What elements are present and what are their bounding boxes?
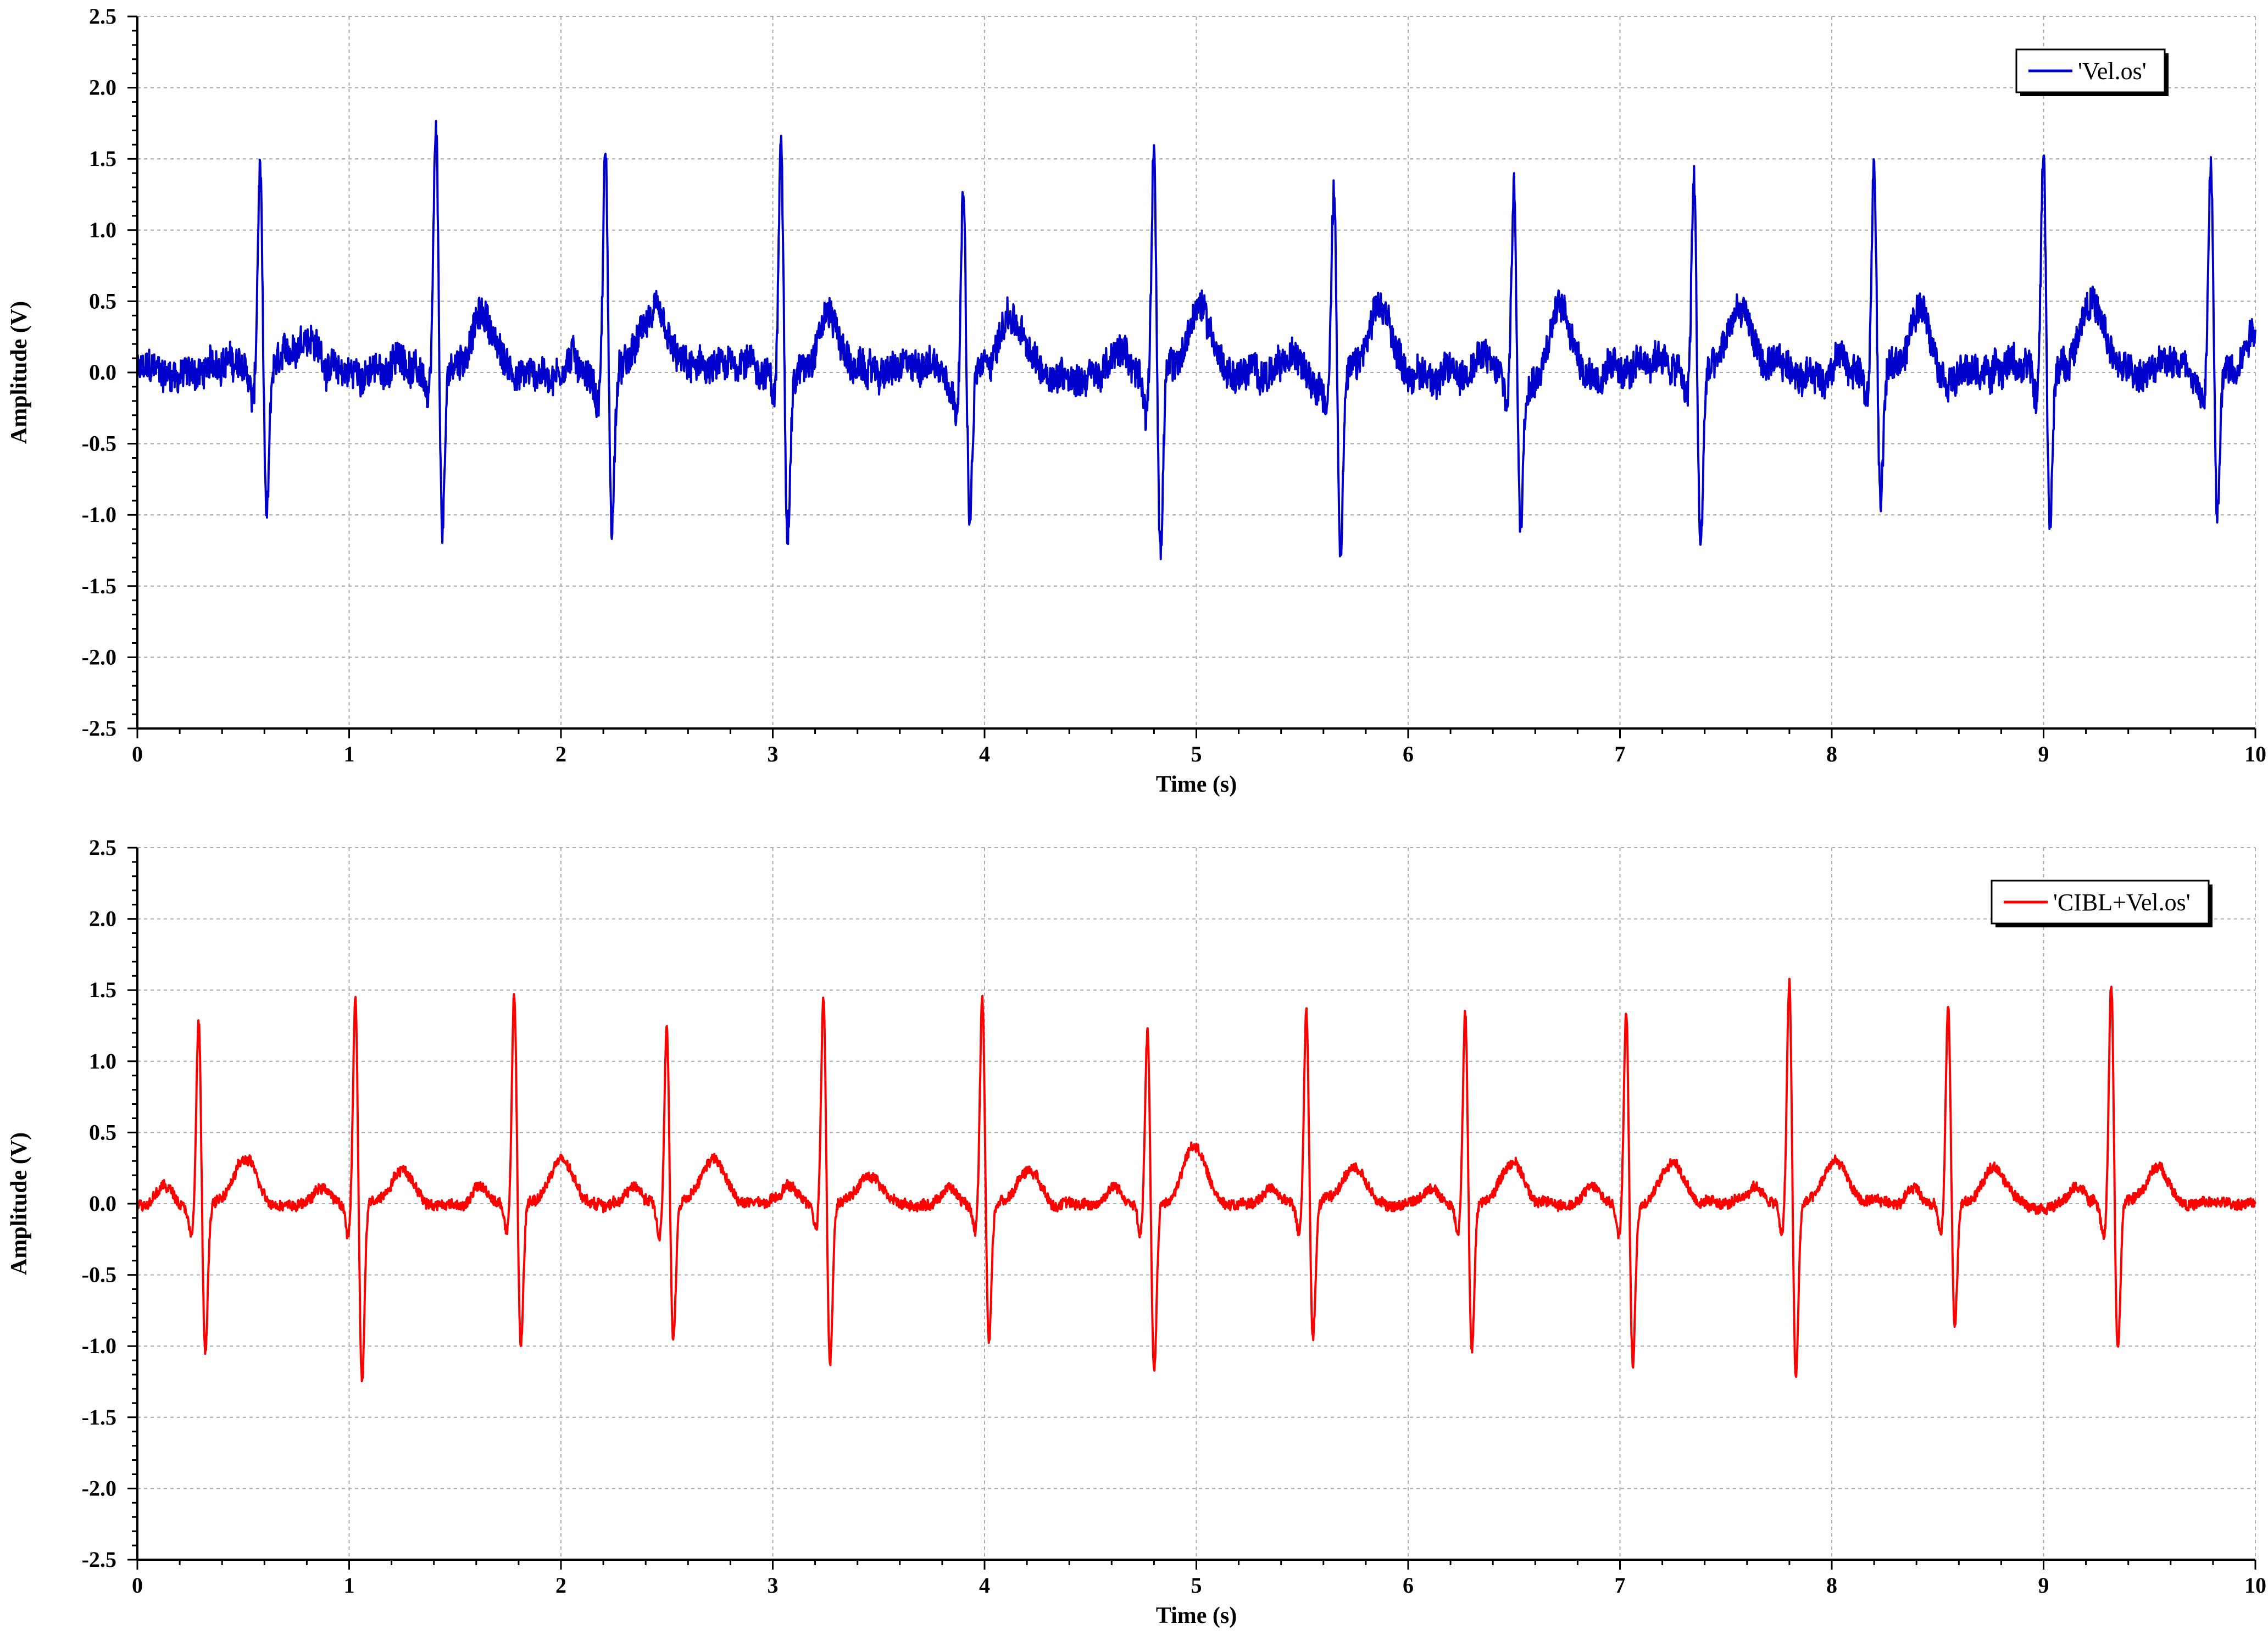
x-tick-label: 10 bbox=[2244, 1573, 2266, 1598]
x-tick-label: 1 bbox=[344, 1573, 355, 1598]
y-tick-label: 0.5 bbox=[89, 288, 116, 313]
y-tick-label: 0.0 bbox=[89, 360, 116, 385]
y-tick-label: -1.5 bbox=[82, 1405, 116, 1429]
x-tick-label: 5 bbox=[1191, 1573, 1202, 1598]
x-tick-label: 10 bbox=[2244, 742, 2266, 766]
x-tick-label: 3 bbox=[768, 1573, 779, 1598]
y-tick-label: 2.0 bbox=[89, 75, 116, 100]
x-tick-label: 4 bbox=[979, 742, 990, 766]
y-axis-label: Amplitude (V) bbox=[7, 1132, 32, 1275]
panel-vel-os: 0 1 2 3 4 5 6 7 8 9 10 2.5 2.0 1.5 1.0 0.5 0.0 -0.5 -1.0 -1… bbox=[7, 4, 2266, 797]
x-tick-label: 7 bbox=[1615, 1573, 1626, 1598]
y-tick-label: 1.5 bbox=[89, 977, 116, 1002]
series-line bbox=[136, 120, 2256, 560]
x-tick-label: 1 bbox=[344, 742, 355, 766]
x-tick-label: 8 bbox=[1826, 1573, 1837, 1598]
y-tick-label: -1.5 bbox=[82, 574, 116, 598]
tick-marks bbox=[127, 15, 2256, 738]
x-tick-label: 8 bbox=[1826, 742, 1837, 766]
x-tick-label: 9 bbox=[2038, 1573, 2049, 1598]
x-tick-label: 6 bbox=[1403, 1573, 1414, 1598]
x-tick-label: 6 bbox=[1403, 742, 1414, 766]
x-tick-label: 0 bbox=[132, 1573, 143, 1598]
y-tick-label: 1.0 bbox=[89, 1049, 116, 1073]
y-tick-label: -1.0 bbox=[82, 502, 116, 527]
y-tick-label: -2.5 bbox=[82, 1547, 116, 1572]
x-axis-label: Time (s) bbox=[1156, 1603, 1237, 1628]
legend: 'Vel.os' bbox=[2015, 48, 2169, 96]
y-tick-label: 1.5 bbox=[89, 146, 116, 171]
panel-cibl-vel-os: 0 1 2 3 4 5 6 7 8 9 10 2.5 2.0 1.5 1.0 0.5 0.0 -0.5 -1.0 -1… bbox=[7, 835, 2266, 1628]
tick-labels: 0 1 2 3 4 5 6 7 8 9 10 2.5 2.0 1.5 1.0 0.5 0.0 -0.5 -1.0 -1… bbox=[82, 4, 2266, 766]
x-tick-label: 0 bbox=[132, 742, 143, 766]
x-axis-label: Time (s) bbox=[1156, 772, 1237, 797]
y-tick-label: -1.0 bbox=[82, 1333, 116, 1358]
series-line bbox=[136, 977, 2256, 1382]
y-tick-label: 0.0 bbox=[89, 1191, 116, 1216]
y-tick-label: 0.5 bbox=[89, 1120, 116, 1144]
x-tick-label: 3 bbox=[768, 742, 779, 766]
signal-trace bbox=[136, 120, 2256, 560]
signal-trace bbox=[136, 977, 2256, 1382]
y-tick-label: -0.5 bbox=[82, 431, 116, 456]
x-tick-label: 9 bbox=[2038, 742, 2049, 766]
tick-marks bbox=[127, 847, 2256, 1570]
legend-label: 'Vel.os' bbox=[2078, 58, 2147, 85]
y-tick-label: -2.0 bbox=[82, 1476, 116, 1500]
y-tick-label: 1.0 bbox=[89, 218, 116, 242]
x-tick-label: 2 bbox=[555, 742, 566, 766]
y-tick-label: -2.0 bbox=[82, 644, 116, 669]
y-tick-label: 2.0 bbox=[89, 906, 116, 931]
y-tick-label: -0.5 bbox=[82, 1262, 116, 1287]
y-axis-label: Amplitude (V) bbox=[7, 301, 32, 444]
legend: 'CIBL+Vel.os' bbox=[1991, 880, 2213, 927]
x-tick-label: 4 bbox=[979, 1573, 990, 1598]
x-tick-label: 5 bbox=[1191, 742, 1202, 766]
y-tick-label: 2.5 bbox=[89, 835, 116, 860]
tick-labels: 0 1 2 3 4 5 6 7 8 9 10 2.5 2.0 1.5 1.0 0.5 0.0 -0.5 -1.0 -1… bbox=[82, 835, 2266, 1598]
y-tick-label: 2.5 bbox=[89, 4, 116, 29]
x-tick-label: 7 bbox=[1615, 742, 1626, 766]
x-tick-label: 2 bbox=[555, 1573, 566, 1598]
y-tick-label: -2.5 bbox=[82, 716, 116, 741]
legend-label: 'CIBL+Vel.os' bbox=[2053, 889, 2191, 916]
